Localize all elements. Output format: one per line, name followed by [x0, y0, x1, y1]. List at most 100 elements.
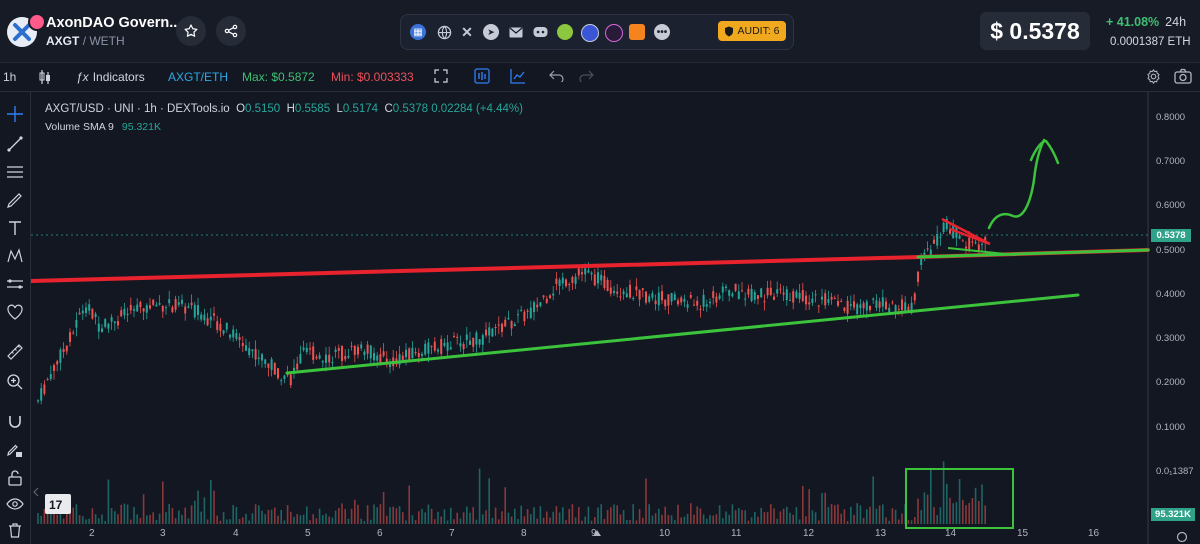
candle-type-button[interactable]: [38, 69, 52, 88]
candle: [888, 307, 891, 313]
candle: [389, 364, 391, 367]
volume-bar: [965, 505, 967, 524]
token-icon[interactable]: [605, 24, 623, 42]
candle: [773, 296, 775, 300]
volume-bar: [779, 511, 782, 524]
candle: [200, 314, 203, 320]
favorites-tool[interactable]: [5, 302, 25, 322]
candle: [577, 268, 580, 276]
candle: [821, 296, 823, 300]
horizontal-lines-icon: [7, 166, 23, 178]
candle: [785, 289, 788, 301]
volume-bar: [626, 519, 628, 524]
volume-bar: [936, 515, 938, 524]
volume-legend: Volume SMA 9 95.321K: [45, 121, 161, 133]
volume-bar: [811, 510, 814, 524]
pair-quote: / WETH: [82, 34, 125, 48]
metamask-icon[interactable]: [629, 24, 645, 40]
magnet-tool[interactable]: [5, 412, 25, 432]
volume-bar: [168, 503, 170, 524]
volume-bar: [789, 512, 791, 524]
candle: [337, 348, 340, 351]
chart-style-button[interactable]: [474, 68, 490, 87]
candle: [939, 236, 942, 238]
volume-bar: [66, 508, 68, 524]
pennant-lower-line: [947, 247, 1016, 256]
delete-tool[interactable]: [5, 520, 25, 540]
fullscreen-button[interactable]: [434, 69, 448, 86]
candle: [664, 299, 667, 307]
settings-button[interactable]: [1145, 68, 1162, 88]
zoom-tool[interactable]: [5, 372, 25, 392]
candle: [555, 278, 558, 285]
candle: [264, 359, 267, 364]
volume-bar: [802, 485, 804, 524]
zoom-in-icon: [7, 374, 23, 390]
trash-icon: [9, 523, 21, 538]
candle: [369, 345, 372, 359]
visibility-tool[interactable]: [5, 494, 25, 514]
candle: [129, 304, 132, 311]
volume-bar: [834, 505, 836, 524]
undo-button[interactable]: [549, 68, 565, 85]
x-icon[interactable]: ✕: [461, 23, 473, 40]
interval-selector[interactable]: 1h: [3, 70, 17, 84]
mail-icon[interactable]: [508, 24, 524, 40]
volume-bar: [930, 467, 932, 524]
volume-bar: [376, 507, 378, 524]
volume-bar: [277, 515, 279, 524]
compare-button[interactable]: [510, 68, 526, 87]
candle: [865, 301, 868, 311]
trendline-tool[interactable]: [5, 134, 25, 154]
volume-bar: [914, 517, 916, 524]
candle: [504, 319, 507, 327]
more-icon[interactable]: •••: [654, 24, 670, 40]
volume-bar: [274, 507, 276, 524]
volume-bar: [430, 508, 433, 524]
candle: [632, 297, 635, 299]
candle: [545, 298, 548, 303]
volume-bar: [638, 509, 641, 524]
candle: [561, 277, 564, 284]
legend-title: AXGT/USD · UNI · 1h · DEXTools.io: [45, 103, 230, 115]
volume-bar: [498, 519, 500, 524]
redo-button[interactable]: [578, 68, 594, 85]
globe-icon[interactable]: [436, 24, 452, 40]
brush-tool[interactable]: [5, 190, 25, 210]
indicators-button[interactable]: ƒx Indicators: [76, 70, 145, 84]
candle: [126, 313, 129, 316]
coingecko-icon[interactable]: [557, 24, 573, 40]
favorite-button[interactable]: [176, 16, 206, 46]
volume-bar: [587, 506, 590, 524]
audit-badge[interactable]: AUDIT: 6: [718, 21, 786, 41]
drawing-toolbar: [0, 92, 31, 544]
volume-label: Volume SMA 9: [45, 121, 114, 133]
discord-icon[interactable]: [532, 24, 548, 40]
screenshot-button[interactable]: [1174, 68, 1192, 87]
token-pair: AXGT / WETH: [46, 34, 125, 48]
volume-bar: [120, 504, 122, 524]
share-button[interactable]: [216, 16, 246, 46]
candle: [603, 275, 606, 288]
price-chart[interactable]: 17: [31, 92, 1200, 544]
stay-in-drawing-tool[interactable]: [5, 440, 25, 460]
lock-tool[interactable]: [5, 468, 25, 488]
volume-bar: [133, 506, 135, 524]
volume-bar: [728, 514, 730, 524]
candle: [549, 295, 551, 299]
crosshair-tool[interactable]: [5, 104, 25, 124]
fib-tool[interactable]: [5, 162, 25, 182]
telegram-icon[interactable]: ➤: [483, 24, 499, 40]
pattern-tool[interactable]: [5, 246, 25, 266]
candle: [334, 349, 337, 352]
measure-tool[interactable]: [5, 342, 25, 362]
cmc-icon[interactable]: [581, 24, 599, 42]
token-name[interactable]: AxonDAO Govern...: [46, 15, 182, 31]
text-tool[interactable]: [5, 218, 25, 238]
pair-toggle[interactable]: AXGT/ETH: [168, 70, 229, 84]
chart-icon[interactable]: ▦: [410, 24, 426, 40]
candle: [635, 286, 638, 291]
projection-tool[interactable]: [5, 274, 25, 294]
volume-bar: [683, 516, 686, 524]
volume-bar: [933, 507, 935, 524]
